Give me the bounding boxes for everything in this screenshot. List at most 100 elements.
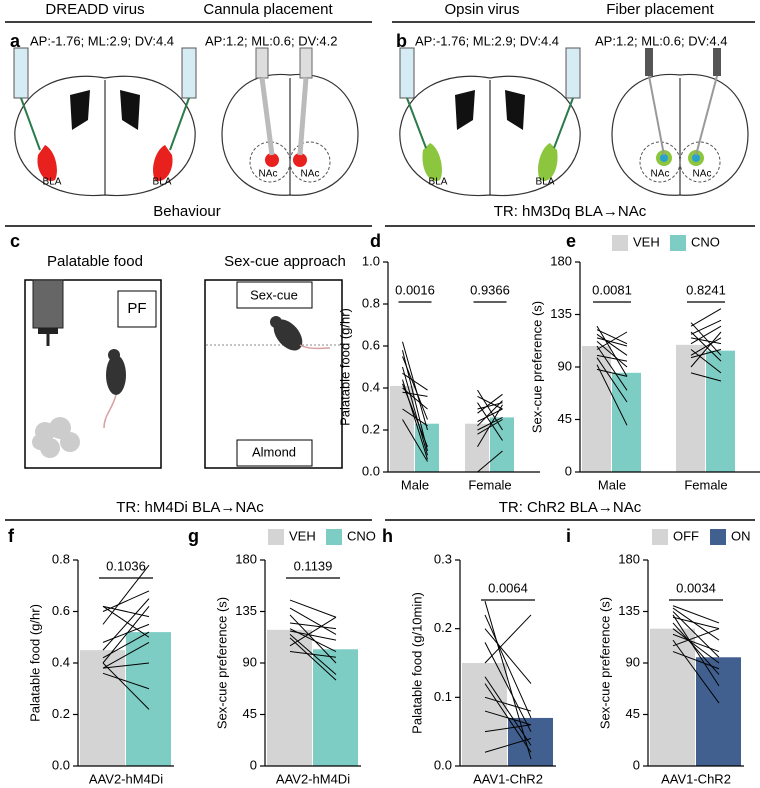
paired-line	[690, 308, 722, 327]
y-tick-label: 180	[550, 253, 572, 268]
paired-line	[596, 331, 628, 350]
legend-swatch	[710, 529, 726, 545]
legend-swatch	[652, 529, 668, 545]
y-tick-label: 90	[626, 654, 640, 669]
brain-section	[221, 47, 359, 196]
paired-line	[690, 349, 722, 374]
paired-line	[690, 331, 722, 368]
bar	[267, 629, 312, 766]
header: Cannula placement	[203, 1, 333, 18]
paired-line	[402, 372, 428, 391]
paired-line	[102, 662, 150, 669]
y-tick-label: 90	[243, 654, 257, 669]
y-tick-label: 0.2	[434, 620, 452, 635]
y-tick-label: 180	[618, 551, 640, 566]
paired-line	[484, 614, 532, 719]
brain-section	[13, 47, 197, 197]
panel-letter: a	[10, 31, 21, 51]
bar	[676, 344, 705, 472]
x-tick-label: Male	[598, 477, 626, 492]
paired-line	[484, 614, 532, 664]
y-tick-label: 0.2	[362, 421, 380, 436]
y-tick-label: 0.8	[52, 551, 70, 566]
paired-line	[596, 340, 628, 368]
y-tick-label: 0.0	[434, 757, 452, 772]
panel-letter: i	[566, 526, 571, 546]
y-axis-label: Palatable food (g/hr)	[27, 604, 42, 722]
paired-line	[596, 333, 628, 356]
y-tick-label: 0.2	[52, 706, 70, 721]
brain-section	[611, 48, 749, 196]
x-tick-label: AAV1-ChR2	[473, 771, 543, 786]
coordinates: AP:1.2; ML:0.6; DV:4.4	[595, 33, 727, 48]
y-tick-label: 0	[250, 757, 257, 772]
y-tick-label: 45	[243, 706, 257, 721]
paired-line	[690, 349, 722, 359]
paired-line	[289, 616, 337, 647]
paired-line	[102, 623, 150, 643]
paired-line	[477, 389, 503, 431]
header: Opsin virus	[444, 1, 519, 18]
paired-line	[672, 651, 720, 670]
p-value: 0.0064	[488, 580, 528, 595]
bar	[390, 385, 414, 472]
label-box	[117, 290, 157, 328]
paired-line	[672, 607, 720, 641]
y-tick-label: 0.6	[362, 337, 380, 352]
region-label: BLA	[153, 177, 172, 188]
x-tick-label: AAV2-hM4Di	[276, 771, 350, 786]
bar	[126, 632, 171, 766]
paired-line	[596, 354, 628, 362]
feeder	[32, 279, 64, 346]
y-tick-label: 180	[235, 551, 257, 566]
paired-line	[690, 322, 722, 356]
panel-letter: d	[370, 231, 381, 251]
paired-line	[690, 337, 722, 345]
y-axis-label: Sex-cue preference (s)	[214, 597, 229, 729]
paired-line	[484, 642, 532, 732]
paired-line	[484, 738, 532, 753]
y-tick-label: 0.4	[52, 654, 70, 669]
header: DREADD virus	[45, 1, 144, 18]
box-label: Sex-cue	[250, 287, 298, 302]
paired-line	[690, 319, 722, 335]
y-tick-label: 0.4	[362, 379, 380, 394]
y-tick-label: 0.0	[362, 463, 380, 478]
y-tick-label: 0.0	[52, 757, 70, 772]
y-tick-label: 135	[235, 603, 257, 618]
paired-line	[477, 395, 503, 410]
p-value: 0.1139	[294, 558, 333, 573]
paired-line	[484, 628, 532, 684]
paired-line	[402, 391, 428, 397]
bar	[706, 350, 735, 472]
legend-label: CNO	[691, 234, 720, 249]
paired-line	[596, 357, 628, 403]
paired-line	[477, 416, 503, 431]
paired-line	[477, 402, 503, 441]
bar	[582, 346, 611, 472]
p-value: 0.1036	[106, 558, 146, 573]
y-tick-label: 0	[565, 463, 572, 478]
region-label: BLA	[429, 177, 448, 188]
paired-line	[402, 366, 428, 456]
region-label: NAc	[651, 169, 670, 180]
paired-line	[596, 337, 628, 347]
region-label: BLA	[43, 177, 62, 188]
legend-label: OFF	[673, 528, 699, 543]
paired-line	[672, 639, 720, 704]
y-axis-label: Palatable food (g/hr)	[337, 308, 352, 426]
paired-line	[596, 345, 628, 391]
p-value: 0.0016	[395, 282, 435, 297]
paired-line	[596, 364, 628, 426]
box-label: Almond	[252, 444, 296, 459]
header: TR: ChR2 BLA→NAc	[499, 499, 642, 516]
paired-line	[484, 676, 532, 746]
p-value: 0.0081	[592, 282, 632, 297]
paired-line	[690, 325, 722, 345]
panel-letter: h	[382, 526, 393, 546]
paired-line	[596, 325, 628, 377]
y-tick-label: 0.3	[434, 551, 452, 566]
bar	[612, 372, 641, 472]
paired-line	[289, 614, 337, 664]
label-box	[236, 439, 313, 467]
